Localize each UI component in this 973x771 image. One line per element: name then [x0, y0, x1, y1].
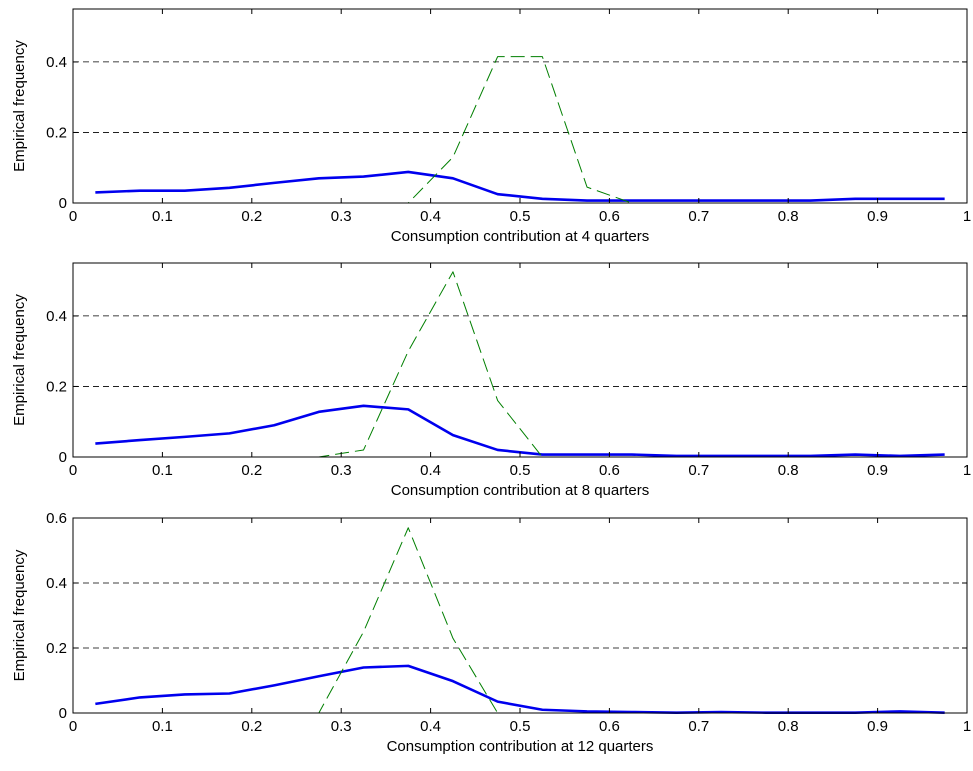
chart-2-y-tick-label: 0.4 [46, 308, 67, 325]
chart-3-x-tick-label: 0 [69, 718, 77, 735]
chart-3-x-tick-label: 0.6 [599, 718, 620, 735]
chart-3-x-tick-label: 0.7 [688, 718, 709, 735]
chart-2-x-tick-label: 0.4 [420, 462, 441, 479]
chart-3-x-tick-label: 0.1 [152, 718, 173, 735]
chart-1-y-tick-label: 0.2 [46, 124, 67, 141]
chart-1-x-tick-label: 0.2 [241, 208, 262, 225]
chart-1-x-tick-label: 0.5 [510, 208, 531, 225]
chart-2-x-tick-label: 0.6 [599, 462, 620, 479]
chart-3-panel: 0 0.1 0.2 0.3 0.4 0.5 0.6 0.7 0.8 0.9 1 0 0.2 0.4 0.6 C… [11, 510, 971, 755]
chart-1-x-tick-label: 0.4 [420, 208, 441, 225]
chart-1-x-tick-label: 0.6 [599, 208, 620, 225]
chart-2-x-tick-label: 0.2 [241, 462, 262, 479]
chart-1-x-axis-label: Consumption contribution at 4 quarters [391, 228, 649, 245]
chart-2-x-tick-label: 0.1 [152, 462, 173, 479]
chart-1-x-tick-label: 0.9 [867, 208, 888, 225]
chart-2-y-tick-label: 0 [59, 449, 67, 466]
chart-3-y-tick-label: 0.2 [46, 640, 67, 657]
chart-1-x-tick-label: 0.8 [778, 208, 799, 225]
chart-2-x-tick-label: 0 [69, 462, 77, 479]
chart-2-x-tick-label: 1 [963, 462, 971, 479]
chart-2-y-tick-label: 0.2 [46, 378, 67, 395]
chart-1-x-tick-label: 0.1 [152, 208, 173, 225]
chart-1-panel: 0 0.1 0.2 0.3 0.4 0.5 0.6 0.7 0.8 0.9 1 0 0.2 0.4 Cons… [11, 8, 971, 245]
chart-1-x-tick-label: 0 [69, 208, 77, 225]
chart-3-plot-area [73, 518, 967, 713]
chart-2-plot-area [73, 263, 967, 457]
chart-1-x-tick-label: 0.7 [688, 208, 709, 225]
chart-1-x-tick-label: 0.3 [331, 208, 352, 225]
chart-3-y-axis-label: Empirical frequency [11, 549, 28, 681]
chart-1-plot-area [73, 9, 967, 203]
chart-3-x-tick-label: 0.2 [241, 718, 262, 735]
chart-1-y-axis-label: Empirical frequency [11, 40, 28, 172]
chart-3-y-tick-label: 0 [59, 705, 67, 722]
chart-3-x-tick-label: 0.4 [420, 718, 441, 735]
chart-3-x-tick-label: 0.8 [778, 718, 799, 735]
chart-2-y-axis-label: Empirical frequency [11, 294, 28, 426]
chart-2-panel: 0 0.1 0.2 0.3 0.4 0.5 0.6 0.7 0.8 0.9 1 0 0.2 0.4 Cons… [11, 262, 971, 499]
chart-3-x-axis-label: Consumption contribution at 12 quarters [387, 738, 654, 755]
chart-3-x-tick-label: 0.9 [867, 718, 888, 735]
chart-3-x-tick-label: 0.3 [331, 718, 352, 735]
chart-1-x-tick-label: 1 [963, 208, 971, 225]
chart-2-x-axis-label: Consumption contribution at 8 quarters [391, 482, 649, 499]
chart-3-x-tick-label: 1 [963, 718, 971, 735]
chart-1-y-tick-label: 0.4 [46, 54, 67, 71]
chart-2-x-tick-label: 0.7 [688, 462, 709, 479]
chart-2-x-tick-label: 0.9 [867, 462, 888, 479]
chart-1-solid-series-line [95, 170, 945, 202]
chart-3-y-tick-label: 0.6 [46, 510, 67, 527]
chart-2-x-tick-label: 0.8 [778, 462, 799, 479]
chart-3-x-tick-label: 0.5 [510, 718, 531, 735]
chart-3-y-tick-label: 0.4 [46, 575, 67, 592]
chart-2-x-tick-label: 0.5 [510, 462, 531, 479]
chart-1-y-tick-label: 0 [59, 195, 67, 212]
chart-2-x-tick-label: 0.3 [331, 462, 352, 479]
